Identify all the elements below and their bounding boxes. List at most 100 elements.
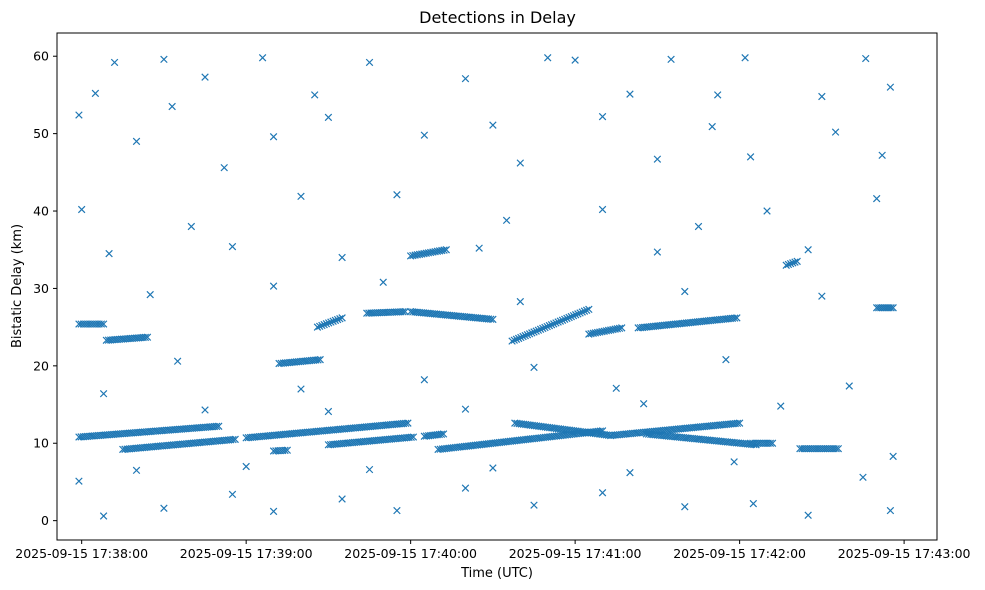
data-point-x-marker [220, 163, 228, 172]
x-tick-label: 2025-09-15 17:39:00 [180, 546, 313, 561]
data-point-x-marker [77, 205, 86, 214]
data-point-x-marker [569, 311, 578, 320]
data-point-x-marker [598, 112, 607, 121]
data-point-x-marker [315, 322, 324, 331]
data-point-x-marker [749, 499, 758, 508]
y-tick-label: 40 [33, 204, 49, 219]
data-point-x-marker [320, 320, 328, 329]
data-point-x-marker [681, 287, 689, 296]
data-point-x-marker [832, 444, 840, 453]
data-point-x-marker [694, 222, 703, 231]
data-point-x-marker [585, 305, 593, 314]
data-point-x-marker [212, 422, 221, 431]
data-point-x-marker [618, 324, 626, 332]
data-point-x-marker [552, 319, 560, 327]
x-tick-label: 2025-09-15 17:41:00 [509, 546, 642, 561]
data-point-x-marker [861, 54, 870, 63]
data-point-x-marker [269, 282, 278, 290]
data-point-x-marker [845, 382, 853, 390]
data-point-x-marker [502, 216, 511, 225]
data-point-x-marker [578, 308, 586, 316]
data-point-x-marker [558, 316, 567, 324]
data-point-x-marker [530, 328, 538, 336]
data-point-x-marker [338, 314, 346, 322]
data-point-x-marker [560, 315, 569, 324]
data-point-x-marker [404, 419, 412, 427]
x-axis-label: Time (UTC) [460, 566, 533, 581]
data-point-x-marker [639, 400, 648, 408]
data-point-x-marker [297, 192, 305, 201]
data-point-x-marker [598, 205, 607, 214]
data-point-x-marker [99, 389, 108, 398]
data-point-x-marker [486, 315, 495, 323]
data-point-x-marker [269, 132, 278, 141]
data-point-x-marker [889, 304, 897, 312]
data-point-x-marker [547, 321, 556, 329]
data-point-x-marker [510, 336, 518, 344]
data-point-x-marker [420, 131, 429, 139]
data-point-x-marker [514, 334, 523, 343]
y-tick-label: 60 [33, 49, 49, 64]
data-point-x-marker [730, 314, 739, 322]
data-point-x-marker [667, 55, 675, 64]
data-point-x-marker [201, 406, 209, 414]
data-point-x-marker [269, 507, 278, 516]
data-point-x-marker [541, 323, 549, 332]
data-point-x-marker [782, 261, 790, 269]
data-point-x-marker [746, 153, 755, 161]
data-point-x-marker [818, 92, 826, 101]
data-point-x-marker [530, 501, 538, 509]
data-point-x-marker [489, 121, 497, 129]
data-point-x-marker [708, 122, 716, 131]
data-point-x-marker [878, 151, 886, 160]
data-point-x-marker [168, 102, 176, 111]
data-point-x-marker [324, 407, 333, 416]
data-point-x-marker [831, 128, 840, 136]
data-point-x-marker [333, 315, 342, 324]
data-point-x-marker [132, 466, 141, 475]
data-point-x-marker [281, 446, 289, 455]
data-point-x-marker [565, 313, 573, 322]
data-point-x-marker [521, 331, 529, 340]
data-point-x-marker [887, 304, 895, 312]
data-point-x-marker [886, 506, 895, 515]
data-point-x-marker [550, 320, 558, 328]
data-point-x-marker [228, 242, 237, 251]
data-point-x-marker [804, 511, 812, 519]
data-point-x-marker [859, 473, 867, 482]
data-point-x-marker [329, 317, 337, 325]
data-point-x-marker [818, 292, 826, 300]
data-point-x-marker [440, 246, 448, 254]
plot-area-frame [56, 32, 938, 541]
data-point-x-marker [525, 330, 534, 338]
x-tick-label: 2025-09-15 17:42:00 [673, 546, 806, 561]
data-point-x-marker [242, 462, 250, 471]
data-point-x-marker [512, 335, 521, 343]
data-point-x-marker [283, 446, 292, 454]
data-point-x-marker [793, 257, 801, 266]
data-point-x-marker [228, 490, 237, 499]
data-point-x-marker [733, 419, 742, 428]
data-point-x-marker [872, 194, 881, 203]
data-point-x-marker [777, 402, 785, 410]
data-point-x-marker [187, 222, 196, 231]
data-point-x-marker [766, 439, 775, 447]
y-tick-label: 10 [33, 436, 49, 451]
data-point-x-marker [653, 248, 662, 256]
data-point-x-marker [365, 58, 374, 67]
data-point-x-marker [407, 433, 415, 441]
data-point-x-marker [545, 321, 554, 330]
data-point-x-marker [681, 502, 689, 511]
data-point-x-marker [763, 207, 771, 215]
data-point-x-marker [141, 333, 150, 342]
data-point-x-marker [201, 73, 209, 81]
data-point-x-marker [519, 332, 527, 341]
data-point-x-marker [327, 318, 335, 326]
data-point-x-marker [653, 155, 662, 163]
data-point-x-marker [313, 323, 322, 331]
data-point-x-marker [768, 439, 777, 447]
data-point-x-marker [730, 458, 738, 466]
data-point-x-marker [97, 320, 106, 328]
data-point-x-marker [75, 477, 83, 485]
data-point-x-marker [336, 314, 344, 323]
